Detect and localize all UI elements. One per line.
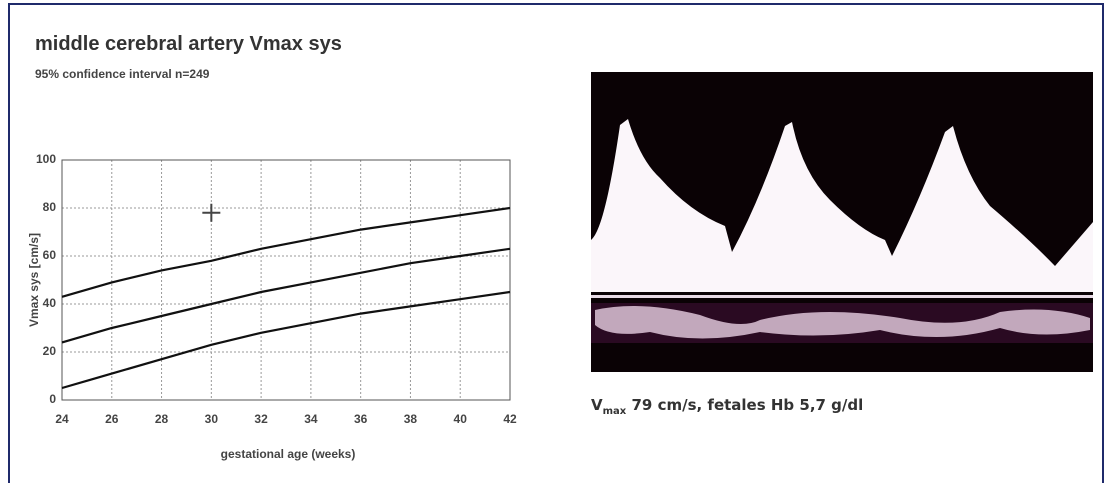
y-tick-label: 20 — [43, 344, 57, 358]
y-tick-label: 100 — [36, 152, 56, 166]
chart-subtitle: 95% confidence interval n=249 — [35, 67, 210, 81]
curve — [62, 292, 510, 388]
x-tick-label: 42 — [503, 412, 517, 426]
x-tick-label: 30 — [205, 412, 219, 426]
x-tick-label: 38 — [404, 412, 418, 426]
caption-subscript: max — [603, 406, 627, 417]
x-tick-label: 26 — [105, 412, 119, 426]
x-tick-label: 28 — [155, 412, 169, 426]
x-tick-label: 36 — [354, 412, 368, 426]
x-tick-label: 34 — [304, 412, 318, 426]
caption-text: 79 cm/s, fetales Hb 5,7 g/dl — [631, 396, 863, 414]
y-axis-label: Vmax sys [cm/s] — [27, 233, 41, 327]
curve — [62, 208, 510, 297]
y-tick-label: 60 — [43, 248, 57, 262]
y-tick-label: 0 — [49, 392, 56, 406]
x-tick-label: 24 — [55, 412, 69, 426]
measurement-marker — [202, 204, 220, 222]
chart: middle cerebral artery Vmax sys 95% conf… — [0, 0, 1112, 477]
doppler-image — [591, 72, 1093, 372]
y-tick-label: 80 — [43, 200, 57, 214]
x-axis-label: gestational age (weeks) — [221, 447, 356, 461]
chart-title: middle cerebral artery Vmax sys — [35, 33, 342, 55]
plot-frame — [62, 160, 510, 400]
y-tick-label: 40 — [43, 296, 57, 310]
x-tick-label: 32 — [254, 412, 268, 426]
page: {"chart_data": {"type": "line", "title":… — [0, 0, 1112, 477]
caption-symbol: V — [591, 396, 603, 414]
x-tick-label: 40 — [454, 412, 468, 426]
caption: Vmax 79 cm/s, fetales Hb 5,7 g/dl — [591, 396, 863, 417]
